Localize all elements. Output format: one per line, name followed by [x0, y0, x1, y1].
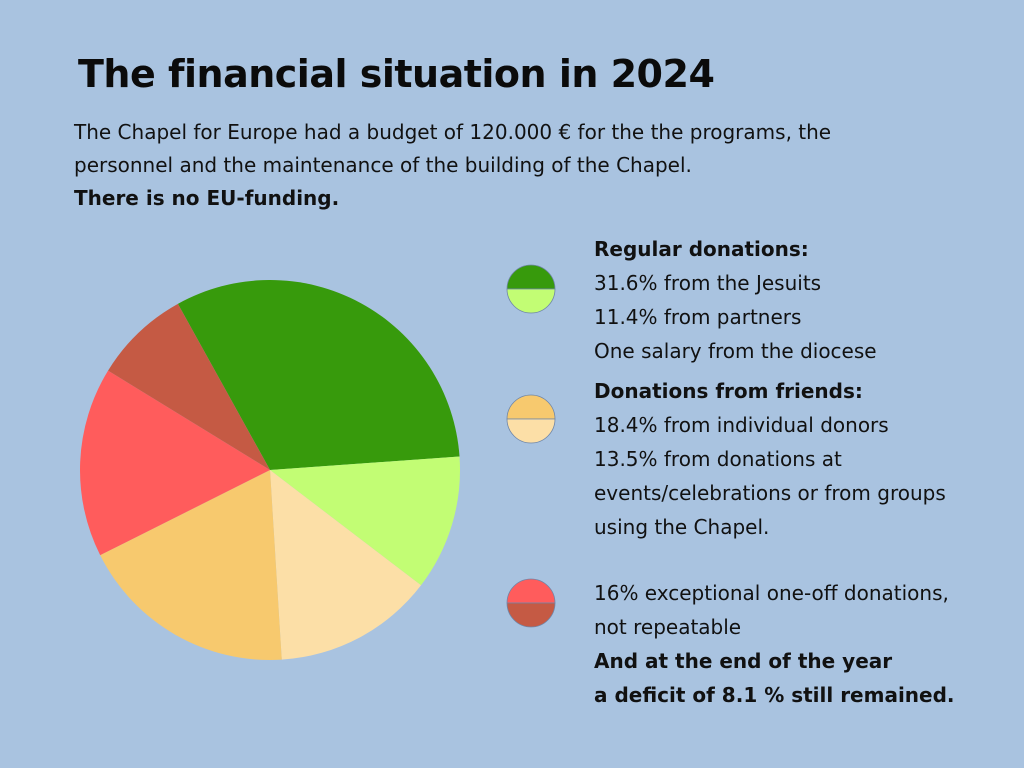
- pie-slice-5: [108, 303, 270, 470]
- friends-line: 18.4% from individual donors: [594, 413, 889, 437]
- budget-pie-chart: [80, 279, 461, 661]
- legend-regular-donations: Regular donations: 31.6% from the Jesuit…: [502, 232, 1012, 368]
- swatch-bottom-half: [506, 602, 556, 628]
- friend-donations-swatch-icon: [506, 394, 556, 444]
- swatch-top-half: [506, 578, 556, 604]
- regular-line: 31.6% from the Jesuits: [594, 271, 822, 295]
- exceptional-line: not repeatable: [594, 615, 742, 639]
- exceptional-deficit-swatch-icon: [506, 578, 556, 628]
- friends-line: events/celebrations or from groups: [594, 481, 946, 505]
- no-eu-funding-note: There is no EU-funding.: [74, 186, 340, 210]
- legend-exceptional-and-deficit: 16% exceptional one-off donations, not r…: [502, 576, 1012, 712]
- swatch-top-half: [506, 264, 556, 290]
- swatch-top-half: [506, 394, 556, 420]
- legend: Regular donations: 31.6% from the Jesuit…: [502, 232, 1012, 712]
- pie-slice-0: [177, 279, 460, 470]
- intro-text: The Chapel for Europe had a budget of 12…: [74, 116, 974, 215]
- regular-line: One salary from the diocese: [594, 339, 877, 363]
- regular-line: 11.4% from partners: [594, 305, 802, 329]
- pie-slice-3: [100, 470, 282, 661]
- regular-donations-swatch-icon: [506, 264, 556, 314]
- swatch-bottom-half: [506, 418, 556, 444]
- pie-slice-1: [270, 456, 461, 586]
- page-title: The financial situation in 2024: [78, 52, 715, 96]
- legend-friend-donations: Donations from friends: 18.4% from indiv…: [502, 374, 1012, 544]
- swatch-bottom-half: [506, 288, 556, 314]
- intro-line-1: The Chapel for Europe had a budget of 12…: [74, 120, 832, 144]
- friend-donations-heading: Donations from friends:: [594, 379, 863, 403]
- friends-line: using the Chapel.: [594, 515, 770, 539]
- pie-slice-4: [80, 370, 270, 556]
- intro-line-2: personnel and the maintenance of the bui…: [74, 153, 692, 177]
- pie-slice-2: [270, 470, 422, 660]
- exceptional-line: 16% exceptional one-off donations,: [594, 581, 949, 605]
- friends-line: 13.5% from donations at: [594, 447, 842, 471]
- regular-donations-heading: Regular donations:: [594, 237, 809, 261]
- deficit-line: And at the end of the year: [594, 649, 893, 673]
- deficit-line: a deficit of 8.1 % still remained.: [594, 683, 955, 707]
